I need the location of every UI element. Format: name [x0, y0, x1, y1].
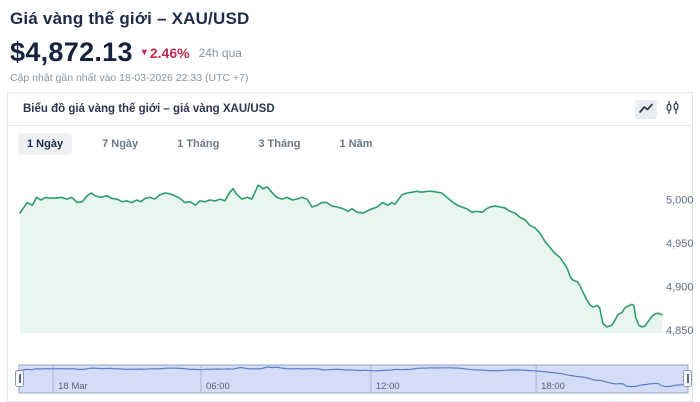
navigator-right-handle[interactable] [683, 370, 692, 387]
tab-7-days[interactable]: 7 Ngày [102, 138, 139, 150]
navigator-left-handle[interactable] [15, 370, 24, 387]
candlestick-chart-button[interactable] [661, 100, 683, 119]
line-chart-button[interactable] [635, 99, 657, 119]
chart-type-switcher [635, 99, 683, 119]
candlestick-chart-icon [665, 100, 680, 118]
change-period-label: 24h qua [198, 45, 242, 60]
main-chart-plot-area[interactable] [20, 168, 662, 333]
last-updated-text: Cập nhật gần nhất vào 18-03-2026 22:33 (… [10, 72, 249, 84]
timeframe-tabs: 1 Ngày 7 Ngày 1 Tháng 3 Tháng 1 Năm [8, 126, 692, 155]
tab-1-year[interactable]: 1 Năm [339, 138, 373, 150]
tab-1-month[interactable]: 1 Tháng [177, 138, 220, 150]
arrow-down-icon: ▾ [141, 46, 147, 58]
chart-card-header: Biểu đồ giá vàng thế giới – giá vàng XAU… [8, 93, 692, 126]
price-row: $4,872.13 ▾ 2.46% 24h qua [10, 37, 690, 68]
price-change-percent: 2.46% [149, 44, 190, 61]
page-header: Giá vàng thế giới – XAU/USD $4,872.13 ▾ … [0, 0, 700, 84]
tab-1-day[interactable]: 1 Ngày [18, 133, 73, 155]
price-change: ▾ 2.46% [142, 45, 190, 61]
line-chart-icon [638, 101, 654, 118]
chart-card-title: Biểu đồ giá vàng thế giới – giá vàng XAU… [23, 103, 275, 115]
current-price: $4,872.13 [10, 37, 133, 67]
tab-3-months[interactable]: 3 Tháng [258, 138, 301, 150]
navigator-range-area[interactable] [19, 365, 688, 393]
page-title: Giá vàng thế giới – XAU/USD [10, 9, 250, 28]
